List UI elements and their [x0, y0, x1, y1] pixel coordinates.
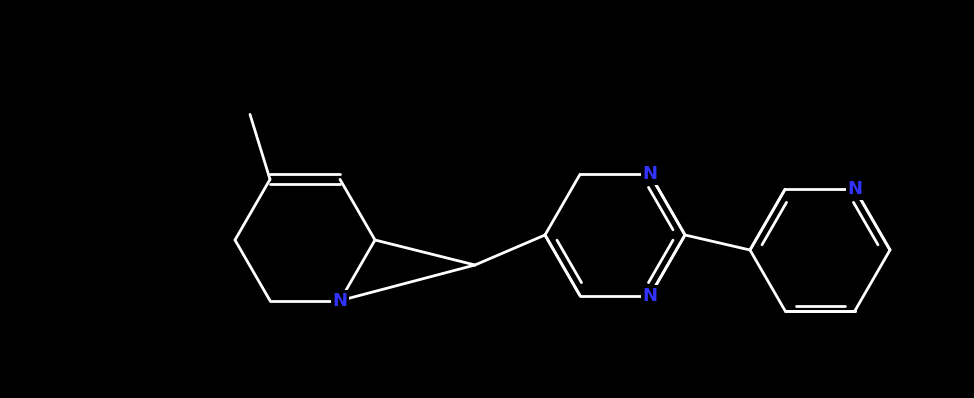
Text: N: N [643, 287, 657, 304]
Text: N: N [332, 292, 348, 310]
Text: N: N [643, 166, 657, 183]
Text: N: N [847, 180, 863, 198]
